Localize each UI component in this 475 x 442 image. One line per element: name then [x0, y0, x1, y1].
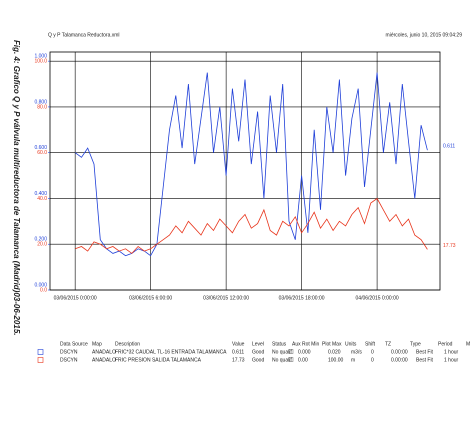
table-header: Plot Max	[322, 341, 342, 347]
table-header: Level	[252, 341, 264, 347]
series-line	[74, 72, 428, 257]
date: miércoles, junio 10, 2015 09:04:29	[386, 32, 463, 38]
table-header: Units	[345, 341, 357, 347]
x-tick-label: 03/06/2015 0:00:00	[54, 295, 97, 301]
table-cell: 0.000	[298, 349, 311, 355]
y2-tick-label: 0.200	[34, 237, 47, 243]
table-header: M	[466, 341, 470, 347]
table-cell: ANADALO	[92, 349, 116, 355]
table-cell: Good	[252, 349, 264, 355]
table-header: Map	[92, 341, 102, 347]
table-cell: FRIC*32 CAUDAL TL-16 ENTRADA TALAMANCA	[115, 349, 227, 355]
last-value-label: 17.73	[443, 243, 456, 249]
table-cell: m	[351, 357, 355, 363]
y-tick-label: 0.0	[40, 287, 47, 293]
table-cell: 0.020	[328, 349, 341, 355]
table-cell: DSCYN	[60, 349, 78, 355]
y2-tick-label: 0.600	[34, 145, 47, 151]
caption: Fig. 4: Grafico Q y P válvula multireduc…	[12, 40, 21, 336]
file-name: Q y P Talamanca Reductora.xml	[48, 32, 120, 38]
table-cell: Best Fit	[416, 349, 434, 355]
checkbox	[288, 357, 294, 362]
table-cell: No qualif	[272, 349, 292, 355]
table-cell: 100.00	[328, 357, 344, 363]
series-swatch	[37, 349, 44, 355]
y2-tick-label: 0.800	[34, 99, 47, 105]
table-header: Type	[410, 341, 421, 347]
table-cell: 0.00:00	[391, 357, 408, 363]
series-line	[75, 197, 428, 254]
y-tick-label: 40.0	[37, 196, 47, 202]
table-cell: 1 hour	[444, 349, 459, 355]
table-cell: Good	[252, 357, 264, 363]
y2-tick-label: 0.000	[34, 282, 47, 288]
table-header: Shift	[365, 341, 376, 347]
table-cell: Best Fit	[416, 357, 434, 363]
y2-tick-label: 1.000	[34, 53, 47, 59]
plot-area	[49, 51, 441, 291]
table-header: Period	[438, 341, 453, 347]
table-cell: 0	[371, 357, 374, 363]
y2-tick-label: 0.400	[34, 191, 47, 197]
table-cell: 0.611	[232, 349, 244, 355]
checkbox	[288, 349, 294, 354]
last-value-label: 0.611	[443, 144, 455, 150]
table-cell: No qualif	[272, 357, 292, 363]
x-tick-label: 03/06/2015 18:00:00	[279, 295, 325, 301]
table-header: Status	[272, 341, 287, 347]
series-swatch	[37, 357, 44, 363]
table-cell: 0.00:00	[391, 349, 408, 355]
table-header: Aux Rot Min	[292, 341, 319, 347]
table-cell: 17.73	[232, 357, 245, 363]
table-header: TZ	[385, 341, 391, 347]
x-tick-label: 04/06/2015 0:00:00	[356, 295, 399, 301]
table-header: Description	[115, 341, 140, 347]
x-tick-label: 03/06/2015 6:00:00	[129, 295, 172, 301]
y-tick-label: 60.0	[37, 150, 47, 156]
table-cell: DSCYN	[60, 357, 78, 363]
y-tick-label: 20.0	[37, 242, 47, 248]
table-header: Value	[232, 341, 245, 347]
table-cell: FRIC PRESION SALIDA TALAMANCA	[115, 357, 202, 363]
table-cell: 0	[371, 349, 374, 355]
table-cell: ANADALO	[92, 357, 116, 363]
table-cell: 1 hour	[444, 357, 459, 363]
table-cell: 0.00	[298, 357, 308, 363]
table-header: Data Source	[60, 341, 88, 347]
x-tick-label: 03/06/2015 12:00:00	[203, 295, 249, 301]
table-cell: m3/s	[351, 349, 362, 355]
y-tick-label: 100.0	[34, 58, 47, 64]
y-tick-label: 80.0	[37, 104, 47, 110]
